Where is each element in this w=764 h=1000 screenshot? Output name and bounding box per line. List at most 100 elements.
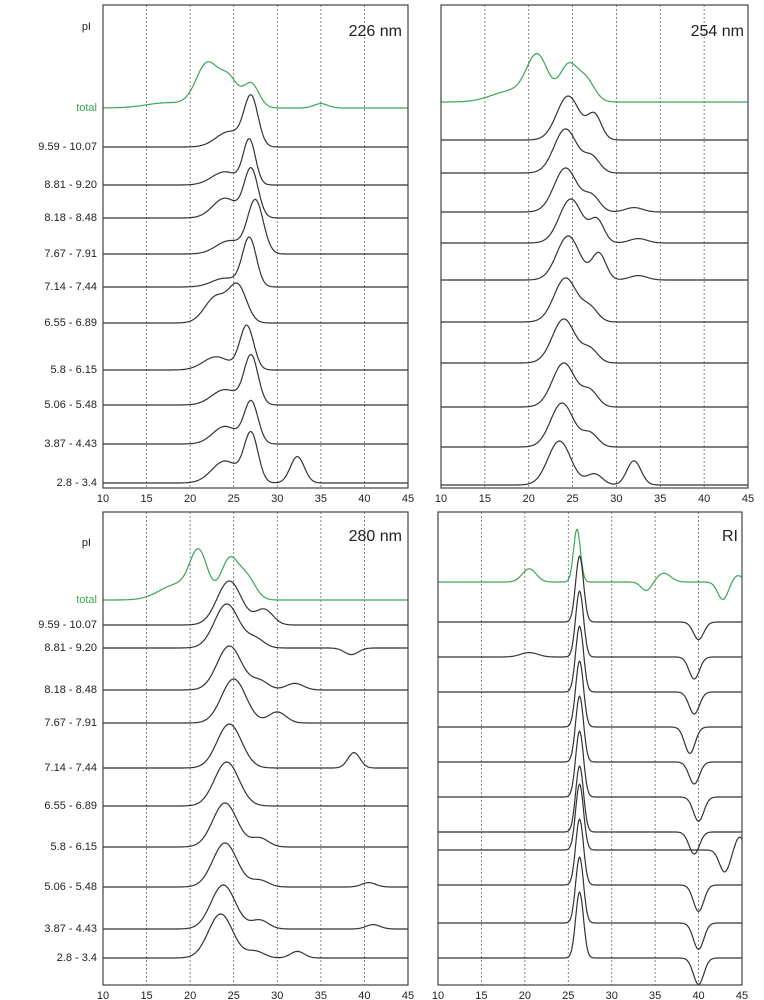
row-label: 2.8 - 3.4 [57,952,97,964]
x-tick-label: 25 [562,990,574,1000]
row-label: 6.55 - 6.89 [44,317,97,329]
row-label: 3.87 - 4.43 [44,438,97,450]
trace-row-9 [438,818,742,912]
x-tick-label: 45 [402,990,414,1000]
trace-total [438,528,743,601]
trace-row-11 [438,891,742,985]
x-tick-label: 30 [271,990,283,1000]
trace-row-7 [438,765,742,855]
x-tick-label: 25 [566,493,578,505]
x-tick-label: 35 [654,493,666,505]
row-label: 7.14 - 7.44 [44,281,97,293]
x-tick-label: 30 [271,493,283,505]
x-tick-label: 10 [432,990,444,1000]
trace-row-10 [441,440,748,486]
row-label: 2.8 - 3.4 [57,477,97,489]
pi-header: pI [82,537,91,549]
row-label: 3.87 - 4.43 [44,923,97,935]
row-label: 5.06 - 5.48 [44,399,97,411]
trace-row-5 [441,235,748,281]
row-label: 8.81 - 9.20 [44,179,97,191]
trace-row-9 [103,884,408,930]
panel-1: 10 15 20 25 30 35 40 45 226 nm pI total 9.59 - 10.0… [38,4,414,505]
x-tick-label: 20 [184,493,196,505]
panel-4: 1015202530354045RIelution time (min) [432,511,748,1000]
panel-frame [102,511,409,986]
x-tick-label: 35 [649,990,661,1000]
trace-row-8 [441,362,748,408]
x-tick-label: 35 [315,990,327,1000]
x-tick-label: 10 [97,990,109,1000]
trace-total [103,61,408,109]
row-label: total [76,102,97,114]
panel-title: RI [722,528,738,545]
row-label: 7.14 - 7.44 [44,762,97,774]
panel-frame [440,4,749,489]
trace-row-6 [438,730,742,822]
row-label: 9.59 - 10.07 [38,141,97,153]
panel-title: 280 nm [349,528,402,545]
x-tick-label: 10 [97,493,109,505]
x-tick-label: 15 [479,493,491,505]
trace-row-8 [438,783,743,873]
trace-row-8 [103,353,408,406]
trace-row-9 [441,402,748,448]
trace-row-10 [103,431,408,484]
x-tick-label: 25 [228,493,240,505]
x-tick-label: 20 [523,493,535,505]
trace-row-3 [103,167,408,219]
row-label: 7.67 - 7.91 [44,717,97,729]
trace-row-9 [103,399,408,445]
pi-header: pI [82,21,91,33]
trace-row-10 [438,856,742,950]
row-label: 5.06 - 5.48 [44,881,97,893]
x-tick-label: 40 [698,493,710,505]
row-label: 8.81 - 9.20 [44,642,97,654]
x-tick-label: 40 [692,990,704,1000]
trace-row-1 [103,94,408,148]
trace-row-4 [438,660,742,754]
row-label: 7.67 - 7.91 [44,248,97,260]
trace-row-6 [103,761,408,807]
trace-row-2 [438,590,742,680]
x-tick-label: 15 [475,990,487,1000]
row-label: total [76,594,97,606]
trace-total [441,52,748,103]
row-label: 9.59 - 10.07 [38,619,97,631]
trace-row-4 [441,198,748,244]
panel-frame [437,511,743,986]
x-tick-label: 40 [358,990,370,1000]
panel-title: 226 nm [349,23,402,40]
x-tick-label: 35 [315,493,327,505]
trace-row-3 [441,167,748,213]
x-tick-label: 25 [228,990,240,1000]
panel-2: 10 15 20 25 30 35 40 45 254 nm [435,4,754,505]
trace-row-8 [103,842,408,888]
trace-row-7 [103,324,408,371]
trace-row-6 [103,282,408,324]
trace-row-7 [103,802,408,848]
x-tick-label: 20 [184,990,196,1000]
row-label: 5.8 - 6.15 [51,364,97,376]
x-tick-label: 45 [742,493,754,505]
trace-total [103,548,408,601]
trace-row-3 [103,645,408,691]
x-tick-label: 40 [358,493,370,505]
trace-row-2 [441,128,748,174]
trace-row-1 [438,555,742,641]
panel-title: 254 nm [691,23,744,40]
trace-row-3 [438,625,742,715]
trace-row-2 [103,603,408,656]
x-tick-label: 15 [140,990,152,1000]
x-tick-label: 15 [140,493,152,505]
row-label: 6.55 - 6.89 [44,800,97,812]
x-tick-label: 10 [435,493,447,505]
x-tick-label: 20 [519,990,531,1000]
trace-row-7 [441,318,748,364]
trace-row-4 [103,198,408,255]
trace-row-10 [103,913,408,959]
x-tick-label: 30 [606,990,618,1000]
trace-row-5 [103,236,408,288]
x-tick-label: 45 [736,990,748,1000]
